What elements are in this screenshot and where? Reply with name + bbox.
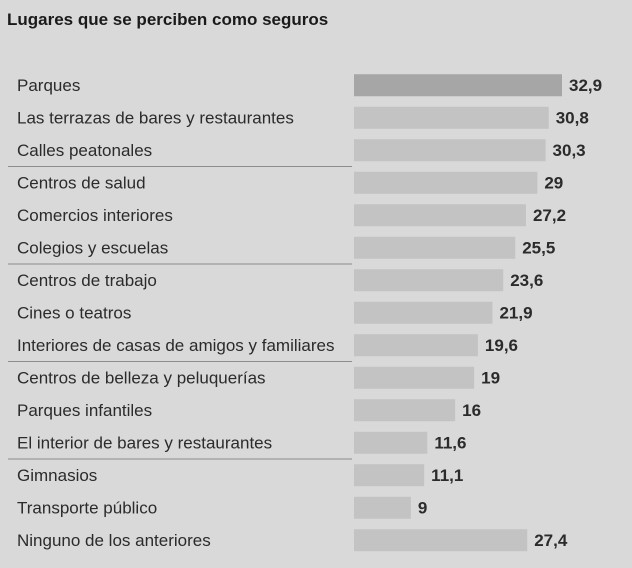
category-label: Parques infantiles xyxy=(17,401,152,420)
bar xyxy=(354,431,428,454)
value-label: 25,5 xyxy=(522,238,555,257)
value-label: 19 xyxy=(481,368,500,387)
category-label: Ninguno de los anteriores xyxy=(17,531,211,550)
category-label: Las terrazas de bares y restaurantes xyxy=(17,108,294,127)
bar xyxy=(354,269,504,292)
value-label: 16 xyxy=(462,401,481,420)
bar xyxy=(354,366,475,389)
value-label: 29 xyxy=(544,173,563,192)
value-label: 9 xyxy=(418,498,427,517)
category-label: Comercios interiores xyxy=(17,206,173,225)
value-label: 21,9 xyxy=(499,303,532,322)
category-label: Parques xyxy=(17,76,80,95)
value-label: 23,6 xyxy=(510,271,543,290)
bar xyxy=(354,139,546,162)
bar xyxy=(354,464,425,487)
value-label: 11,6 xyxy=(434,433,466,452)
category-label: Interiores de casas de amigos y familiar… xyxy=(17,336,334,355)
bar xyxy=(354,301,493,324)
value-label: 27,4 xyxy=(534,531,568,550)
value-label: 30,3 xyxy=(553,141,586,160)
category-label: Centros de salud xyxy=(17,173,146,192)
bar xyxy=(354,171,538,194)
category-label: Centros de trabajo xyxy=(17,271,157,290)
category-label: Centros de belleza y peluquerías xyxy=(17,368,266,387)
category-label: El interior de bares y restaurantes xyxy=(17,433,272,452)
value-label: 32,9 xyxy=(569,76,602,95)
category-label: Cines o teatros xyxy=(17,303,131,322)
bar xyxy=(354,106,549,129)
value-label: 11,1 xyxy=(431,466,463,485)
value-label: 19,6 xyxy=(485,336,518,355)
value-label: 30,8 xyxy=(556,108,589,127)
bar xyxy=(354,496,411,519)
category-label: Colegios y escuelas xyxy=(17,238,168,257)
value-label: 27,2 xyxy=(533,206,566,225)
category-label: Gimnasios xyxy=(17,466,97,485)
chart-title: Lugares que se perciben como seguros xyxy=(7,10,329,29)
bar xyxy=(354,334,478,357)
category-label: Transporte público xyxy=(17,498,157,517)
bar xyxy=(354,236,516,259)
bar xyxy=(354,399,456,422)
bar xyxy=(354,74,562,97)
bar xyxy=(354,204,526,227)
bar xyxy=(354,529,528,552)
category-label: Calles peatonales xyxy=(17,141,152,160)
